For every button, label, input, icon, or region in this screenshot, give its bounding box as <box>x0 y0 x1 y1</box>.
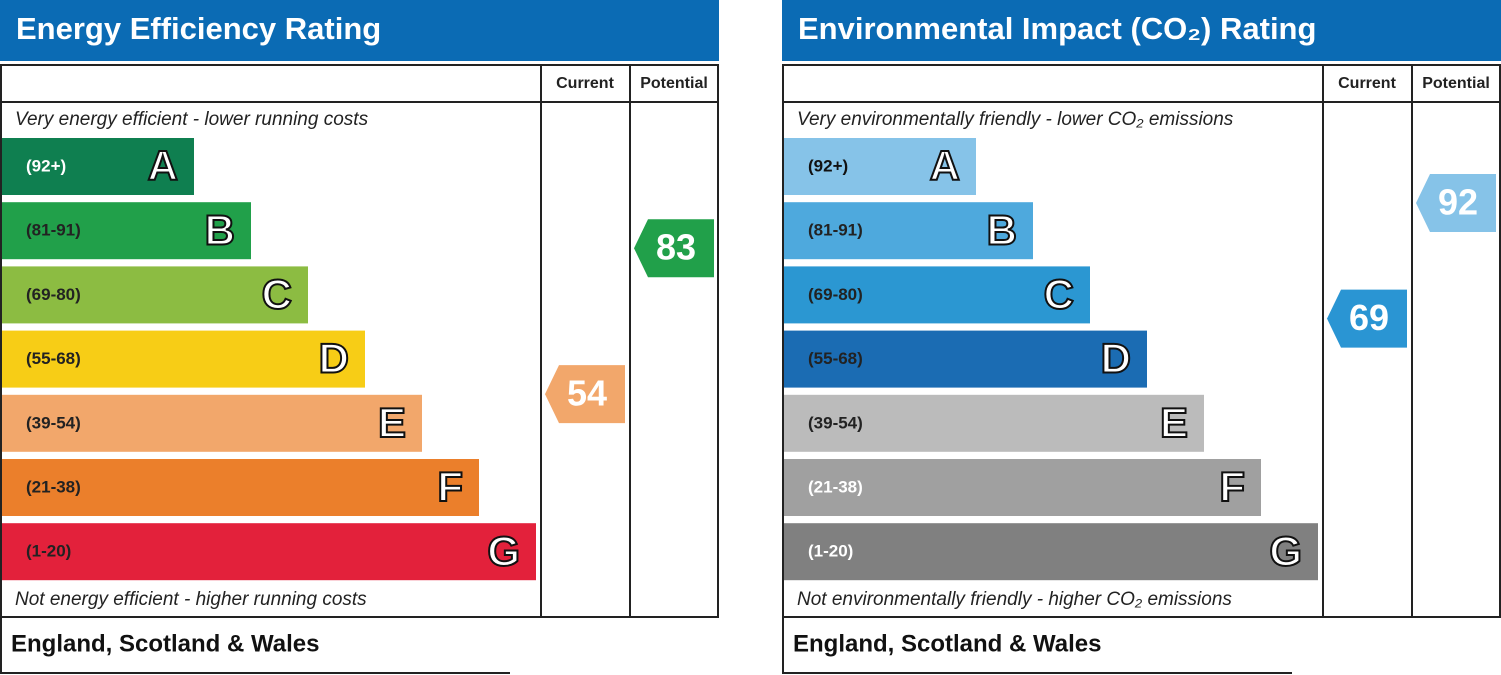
bottom-note: Not energy efficient - higher running co… <box>15 589 367 610</box>
band-range: (92+) <box>808 156 848 175</box>
band-bar <box>784 394 1204 452</box>
band-range: (55-68) <box>26 349 81 368</box>
band-range: (1-20) <box>26 542 71 561</box>
band-bar <box>2 523 536 581</box>
band-bar <box>2 202 251 260</box>
band-bar <box>784 459 1261 516</box>
band-range: (81-91) <box>808 221 863 240</box>
rating-arrow <box>634 219 714 278</box>
band-bar <box>784 523 1318 581</box>
table-frame <box>782 64 1501 618</box>
band-range: (39-54) <box>26 413 81 432</box>
rating-arrow <box>1327 289 1407 348</box>
top-note: Very environmentally friendly - lower CO… <box>797 109 1234 130</box>
band-range: (21-38) <box>26 477 81 496</box>
band-bar <box>2 138 194 195</box>
band-bar <box>2 394 422 452</box>
panel-title: Environmental Impact (CO₂) Rating <box>798 11 1316 46</box>
band-letter: B <box>987 206 1017 253</box>
band-bar <box>784 266 1090 324</box>
band-letter: D <box>1101 335 1131 382</box>
band-bar <box>2 459 479 516</box>
title-bar <box>782 0 1501 61</box>
band-letter: B <box>205 206 235 253</box>
footer: England, Scotland & Wales <box>11 630 319 657</box>
rating-panel: Environmental Impact (CO₂) Rating Current… <box>782 0 1501 674</box>
top-note: Very energy efficient - lower running co… <box>15 109 369 130</box>
column-header: Potential <box>640 75 708 92</box>
footer-frame <box>0 617 510 674</box>
rating-value: 54 <box>567 373 607 414</box>
rating-panel: Energy Efficiency Rating Current Potential… <box>0 0 719 674</box>
band-bar <box>784 202 1033 260</box>
band-letter: C <box>262 270 292 317</box>
band-range: (1-20) <box>808 542 853 561</box>
column-header: Potential <box>1422 75 1490 92</box>
band-bar <box>784 330 1147 388</box>
title-bar <box>0 0 719 61</box>
column-header: Current <box>556 75 614 92</box>
band-range: (69-80) <box>808 285 863 304</box>
band-range: (69-80) <box>26 285 81 304</box>
bottom-note: Not environmentally friendly - higher CO… <box>797 589 1232 610</box>
footer: England, Scotland & Wales <box>793 630 1101 657</box>
table-frame <box>0 64 719 618</box>
band-letter: E <box>1160 399 1188 446</box>
band-bar <box>784 138 976 195</box>
band-letter: F <box>1219 463 1245 510</box>
band-letter: C <box>1044 270 1074 317</box>
band-letter: A <box>930 142 960 189</box>
band-letter: D <box>319 335 349 382</box>
column-header: Current <box>1338 75 1396 92</box>
band-range: (81-91) <box>26 221 81 240</box>
rating-arrow <box>545 365 625 424</box>
rating-value: 83 <box>656 227 696 268</box>
band-range: (39-54) <box>808 413 863 432</box>
band-bar <box>2 266 308 324</box>
band-letter: E <box>378 399 406 446</box>
rating-value: 69 <box>1349 297 1389 338</box>
band-letter: G <box>487 527 520 574</box>
band-range: (92+) <box>26 156 66 175</box>
band-range: (21-38) <box>808 477 863 496</box>
panel-title: Energy Efficiency Rating <box>16 11 381 46</box>
band-range: (55-68) <box>808 349 863 368</box>
band-letter: G <box>1269 527 1302 574</box>
band-bar <box>2 330 365 388</box>
band-letter: F <box>437 463 463 510</box>
rating-value: 92 <box>1438 181 1478 222</box>
band-letter: A <box>148 142 178 189</box>
footer-frame <box>782 617 1292 674</box>
rating-arrow <box>1416 173 1496 232</box>
